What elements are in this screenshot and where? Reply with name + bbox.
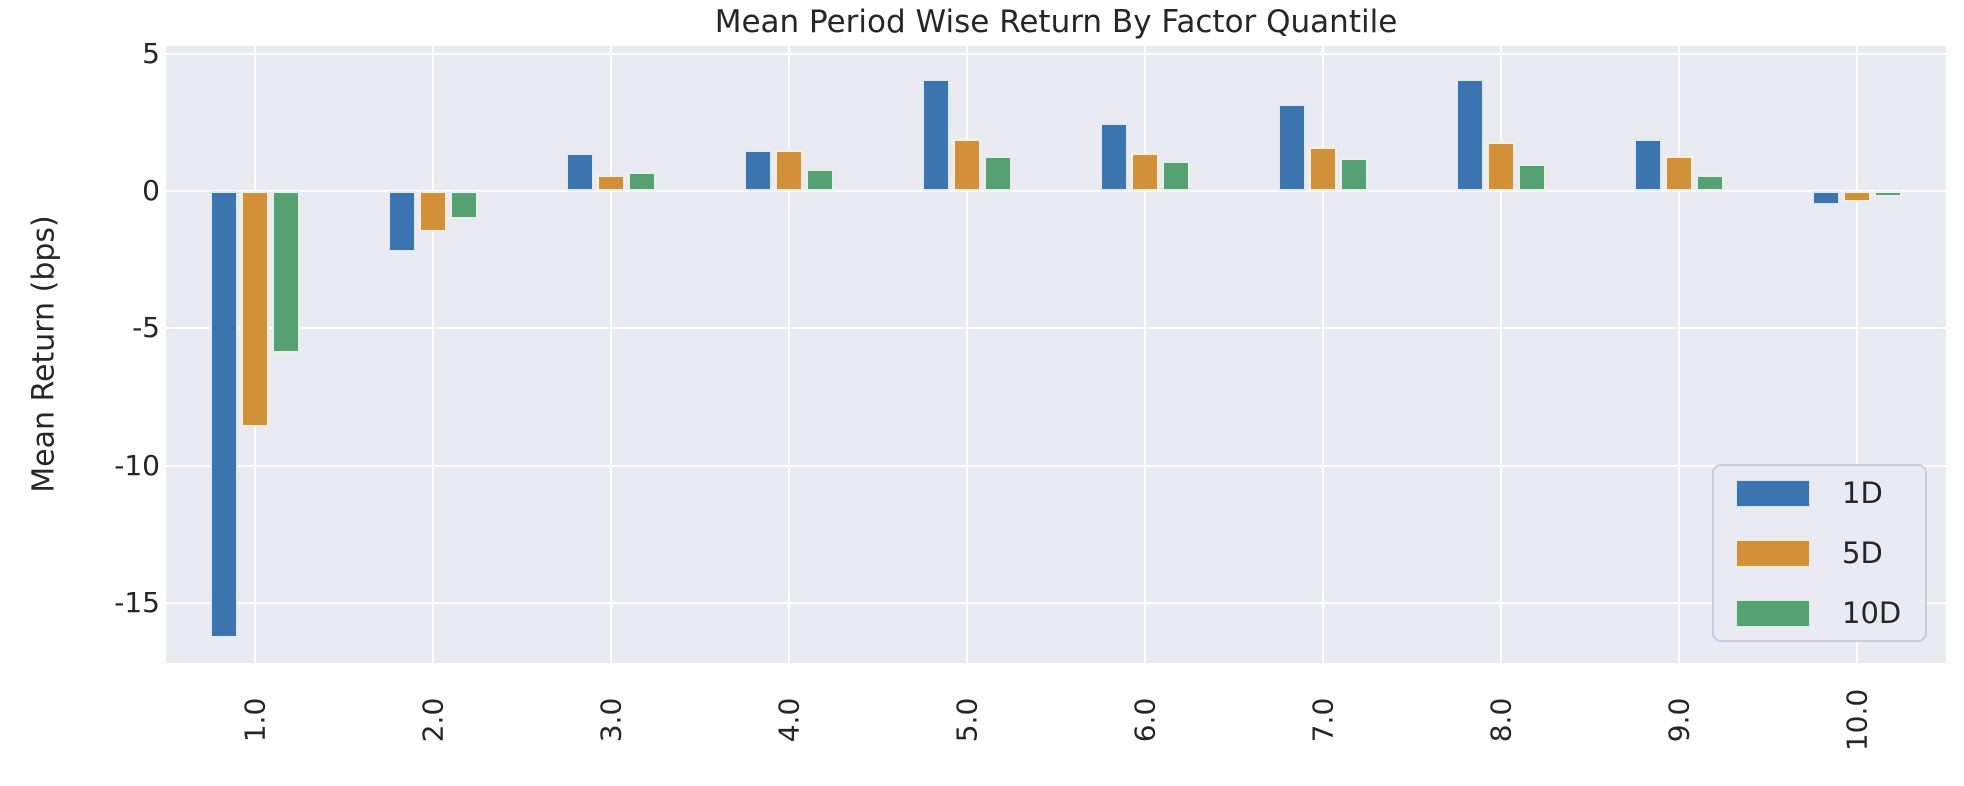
x-tick-label: 9.0 (1662, 697, 1696, 743)
bar-1d-q8.0 (1456, 78, 1484, 192)
bar-5d-q2.0 (419, 191, 447, 233)
bar-5d-q8.0 (1487, 141, 1515, 192)
bar-5d-q10.0 (1843, 191, 1871, 203)
bar-5d-q4.0 (775, 150, 803, 192)
x-tick-label: 8.0 (1484, 697, 1518, 743)
v-gridline (1856, 46, 1858, 663)
legend-item-5d: 5D (1736, 536, 1903, 570)
y-tick-label: -10 (114, 448, 160, 482)
v-gridline (610, 46, 612, 663)
v-gridline (1678, 46, 1680, 663)
bar-10d-q6.0 (1162, 161, 1190, 192)
h-gridline (166, 53, 1946, 56)
bar-5d-q7.0 (1309, 147, 1337, 192)
legend-swatch-5d (1736, 539, 1810, 567)
bar-10d-q9.0 (1696, 174, 1724, 192)
bar-1d-q9.0 (1634, 139, 1662, 192)
bar-1d-q1.0 (210, 191, 238, 639)
x-tick-label: 1.0 (238, 697, 272, 743)
bar-5d-q5.0 (953, 139, 981, 192)
v-gridline (1500, 46, 1502, 663)
bar-1d-q6.0 (1100, 122, 1128, 192)
legend-item-1d: 1D (1736, 476, 1903, 510)
bar-10d-q3.0 (628, 172, 656, 192)
v-gridline (1144, 46, 1146, 663)
legend-item-10d: 10D (1736, 596, 1903, 630)
chart-title: Mean Period Wise Return By Factor Quanti… (714, 4, 1398, 40)
legend-label: 1D (1842, 476, 1883, 510)
bar-10d-q2.0 (450, 191, 478, 219)
h-gridline (166, 190, 1946, 193)
x-tick-label: 5.0 (950, 697, 984, 743)
h-gridline (166, 327, 1946, 330)
bar-1d-q4.0 (744, 150, 772, 192)
y-tick-label: 0 (142, 174, 160, 208)
bar-10d-q1.0 (272, 191, 300, 354)
bar-10d-q10.0 (1874, 191, 1902, 197)
bar-5d-q6.0 (1131, 152, 1159, 192)
bar-5d-q9.0 (1665, 155, 1693, 192)
v-gridline (1322, 46, 1324, 663)
y-tick-label: -15 (114, 585, 160, 619)
plot-area (166, 46, 1946, 663)
h-gridline (166, 601, 1946, 604)
x-tick-label: 7.0 (1306, 697, 1340, 743)
h-gridline (166, 464, 1946, 467)
bar-5d-q3.0 (597, 174, 625, 192)
legend-swatch-1d (1736, 479, 1810, 507)
legend-label: 5D (1842, 536, 1883, 570)
y-tick-label: -5 (132, 311, 160, 345)
bar-10d-q7.0 (1340, 158, 1368, 192)
bar-10d-q5.0 (984, 155, 1012, 192)
legend-label: 10D (1842, 596, 1902, 630)
x-tick-label: 4.0 (772, 697, 806, 743)
bar-5d-q1.0 (241, 191, 269, 428)
v-gridline (966, 46, 968, 663)
x-tick-label: 3.0 (594, 697, 628, 743)
y-tick-label: 5 (142, 37, 160, 71)
bar-10d-q8.0 (1518, 163, 1546, 192)
x-tick-label: 10.0 (1840, 688, 1874, 752)
legend: 1D 5D 10D (1712, 464, 1927, 642)
legend-swatch-10d (1736, 599, 1810, 627)
x-tick-label: 6.0 (1128, 697, 1162, 743)
bar-1d-q7.0 (1278, 103, 1306, 192)
bar-10d-q4.0 (806, 169, 834, 192)
v-gridline (432, 46, 434, 663)
bar-1d-q3.0 (566, 152, 594, 192)
v-gridline (788, 46, 790, 663)
bar-1d-q2.0 (388, 191, 416, 252)
x-tick-label: 2.0 (416, 697, 450, 743)
bar-1d-q5.0 (922, 78, 950, 192)
bar-1d-q10.0 (1812, 191, 1840, 206)
